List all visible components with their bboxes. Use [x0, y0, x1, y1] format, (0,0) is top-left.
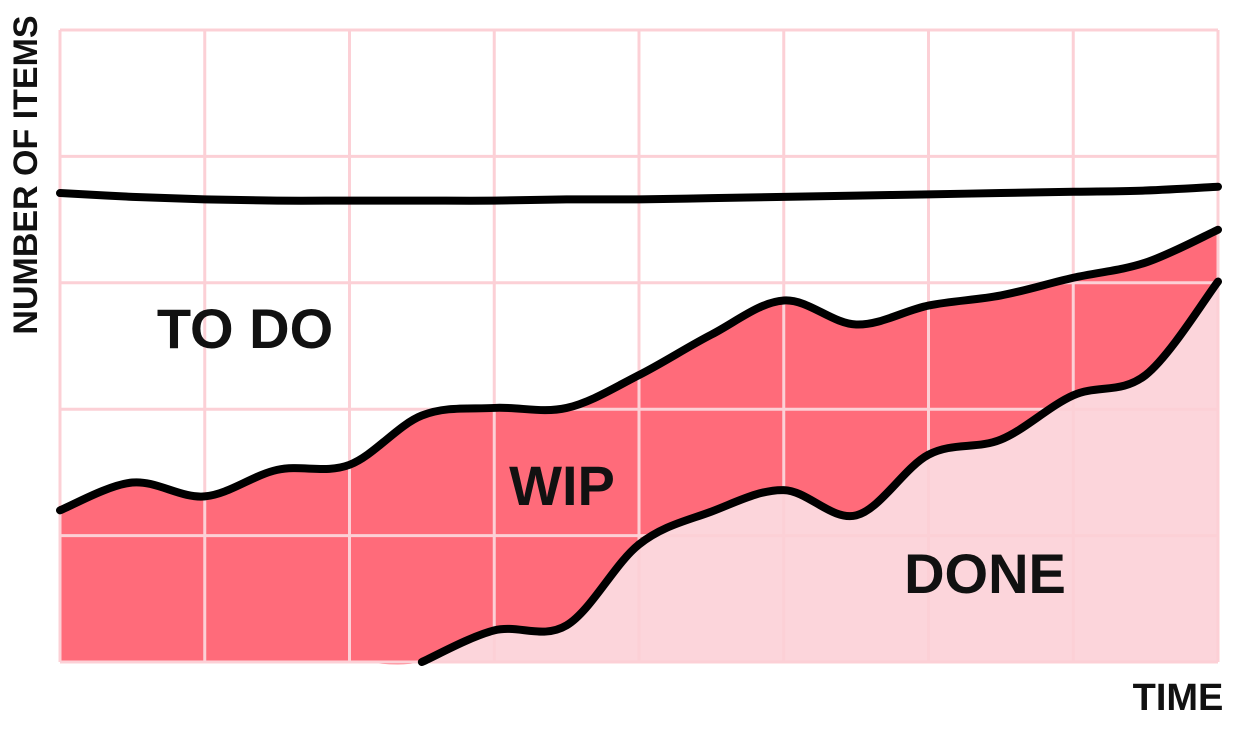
lines: [56, 182, 1222, 666]
x-axis-label: TIME: [1133, 677, 1224, 719]
series-label: DONE: [904, 542, 1066, 605]
grid: [58, 28, 1220, 664]
series-line: [56, 225, 1222, 515]
y-axis-label: NUMBER OF ITEMS: [7, 15, 45, 334]
series-label: TO DO: [157, 297, 333, 360]
labels: NUMBER OF ITEMS TIME DONE WIP TO DO: [7, 15, 1223, 719]
series-line: [417, 277, 1222, 666]
series-label: WIP: [509, 454, 615, 517]
series-line: [56, 182, 1222, 205]
